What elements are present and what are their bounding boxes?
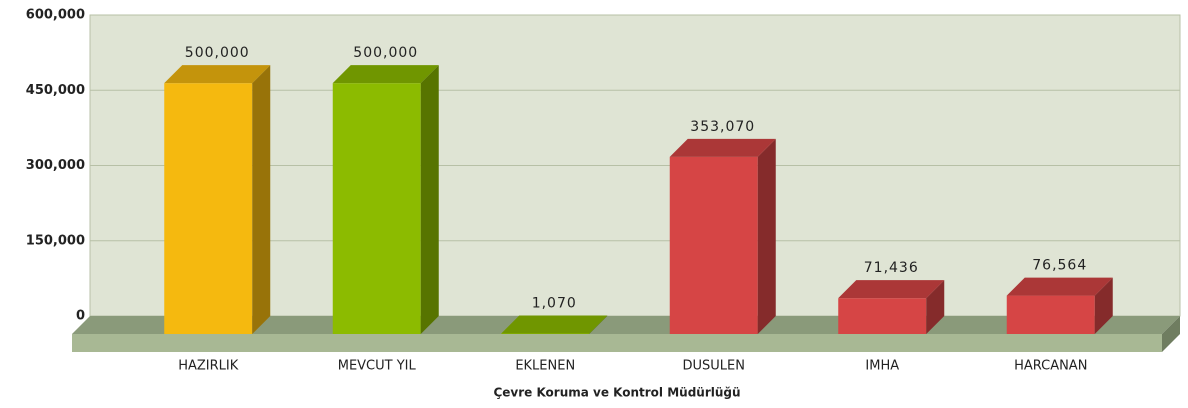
bar-top [1006,277,1113,296]
floor-front [72,334,1162,352]
bar [669,138,776,334]
value-label: 500,000 [353,45,418,61]
value-label: 1,070 [532,295,577,311]
x-tick-label: DUSULEN [683,359,745,374]
y-tick-label: 600,000 [26,8,85,23]
bar-top [838,280,945,299]
x-axis-title: Çevre Koruma ve Kontrol Müdürlüğü [493,386,740,400]
x-tick-label: MEVCUT YIL [338,359,417,374]
bar-front [164,83,253,335]
y-tick-label: 150,000 [26,233,85,248]
bar [332,65,439,335]
bar [501,315,608,334]
bar-side [420,65,439,335]
bar [164,65,271,335]
bar-front [1006,295,1095,334]
x-tick-label: IMHA [865,359,899,374]
bar-front [501,333,590,334]
bar [1006,277,1113,334]
bar-top [501,315,608,334]
value-label: 76,564 [1032,258,1087,274]
bar-side [1094,277,1113,334]
bar-top [669,138,776,157]
value-label: 500,000 [185,45,250,61]
x-tick-label: EKLENEN [515,359,575,374]
bar-front [669,156,758,334]
bar-top [332,65,439,84]
x-tick-label: HARCANAN [1014,359,1087,374]
floor-side [1162,316,1180,352]
bar-side [589,315,608,334]
bar [838,280,945,334]
y-tick-label: 450,000 [26,83,85,98]
bar-front [332,83,421,335]
bar-top [164,65,271,84]
bar-side [757,138,776,334]
y-tick-label: 0 [76,309,85,324]
y-tick-label: 300,000 [26,158,85,173]
bar-side [252,65,271,335]
value-label: 71,436 [864,260,919,276]
bar-side [926,280,945,334]
x-tick-label: HAZIRLIK [178,359,239,374]
value-label: 353,070 [690,119,755,135]
bar-front [838,298,927,334]
